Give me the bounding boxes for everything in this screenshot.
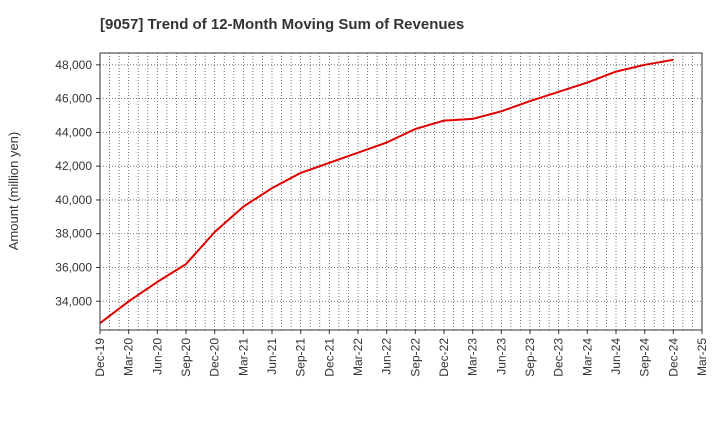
x-tick-label: Dec-20: [208, 338, 222, 377]
series-line: [99, 58, 674, 324]
y-tick-label: 44,000: [55, 125, 92, 139]
x-tick-label: Sep-22: [408, 338, 422, 377]
y-tick-label: 38,000: [55, 227, 92, 241]
x-tick-label: Dec-23: [552, 338, 566, 377]
y-tick-label: 48,000: [55, 58, 92, 72]
x-tick-label: Jun-23: [494, 338, 508, 375]
x-tick-label: Jun-20: [150, 338, 164, 375]
x-tick-label: Jun-24: [609, 338, 623, 375]
y-tick-label: 40,000: [55, 193, 92, 207]
x-tick-label: Mar-22: [351, 338, 365, 376]
x-tick-label: Sep-24: [638, 338, 652, 377]
x-tick-label: Jun-22: [380, 338, 394, 375]
y-tick-label: 46,000: [55, 92, 92, 106]
x-tick-label: Dec-24: [666, 338, 680, 377]
x-tick-label: Mar-23: [466, 338, 480, 376]
x-tick-label: Dec-21: [322, 338, 336, 377]
x-tick-label: Mar-21: [236, 338, 250, 376]
x-tick-label: Sep-21: [294, 338, 308, 377]
x-tick-label: Dec-22: [437, 338, 451, 377]
y-tick-label: 36,000: [55, 261, 92, 275]
x-tick-label: Mar-25: [695, 338, 709, 376]
x-tick-label: Mar-24: [580, 338, 594, 376]
plot-frame: [99, 52, 703, 331]
x-tick-label: Sep-23: [523, 338, 537, 377]
chart-title: [9057] Trend of 12-Month Moving Sum of R…: [100, 16, 465, 33]
x-tick-label: Dec-19: [93, 338, 107, 377]
x-tick-label: Mar-20: [122, 338, 136, 376]
y-tick-label: 34,000: [55, 294, 92, 308]
y-tick-label: 42,000: [55, 159, 92, 173]
x-tick-label: Sep-20: [179, 338, 193, 377]
x-tick-label: Jun-21: [265, 338, 279, 375]
y-axis-title: Amount (million yen): [6, 132, 21, 251]
